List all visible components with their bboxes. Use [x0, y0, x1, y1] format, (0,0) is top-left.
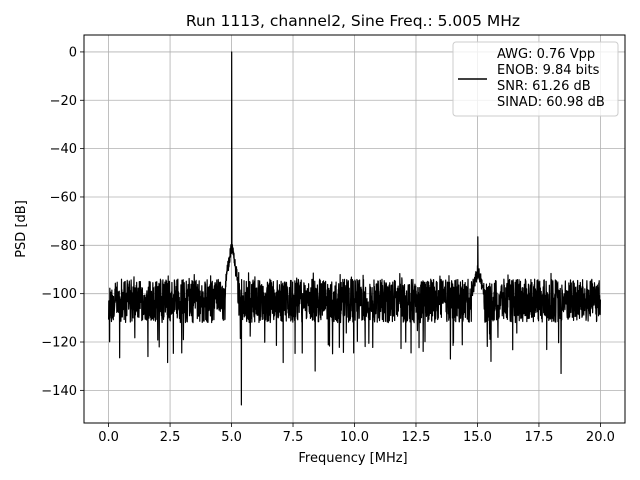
- y-tick-label: −100: [41, 287, 77, 302]
- x-tick-label: 12.5: [402, 430, 431, 445]
- psd-series-line: [107, 51, 602, 406]
- legend-line-awg: AWG: 0.76 Vpp: [497, 47, 595, 62]
- y-tick-label: −120: [41, 336, 77, 351]
- x-tick-label: 5.0: [221, 430, 242, 445]
- y-tick-label: 0: [69, 45, 77, 60]
- legend-line-enob: ENOB: 9.84 bits: [497, 63, 600, 78]
- legend-box: [452, 41, 619, 117]
- y-axis-label: PSD [dB]: [14, 200, 29, 258]
- y-tick-label: −60: [50, 190, 77, 205]
- chart-title: Run 1113, channel2, Sine Freq.: 5.005 MH…: [186, 12, 520, 30]
- grid: [84, 35, 625, 423]
- ticks: 0.0 2.5 5.0 7.5 10.0 12.5 15.0 17.5 20.0 0 −20 −40 −…: [41, 45, 615, 445]
- x-tick-label: 20.0: [586, 430, 615, 445]
- series-layer: [107, 51, 602, 406]
- x-axis-label: Frequency [MHz]: [298, 451, 407, 466]
- y-tick-label: −40: [50, 142, 77, 157]
- x-tick-label: 2.5: [160, 430, 181, 445]
- legend-line-sinad: SINAD: 60.98 dB: [497, 95, 605, 110]
- x-tick-label: 0.0: [98, 430, 119, 445]
- y-tick-label: −20: [50, 94, 77, 109]
- x-tick-label: 10.0: [340, 430, 369, 445]
- legend-line-snr: SNR: 61.26 dB: [497, 79, 591, 94]
- legend: AWG: 0.76 Vpp ENOB: 9.84 bits SNR: 61.26…: [452, 41, 619, 117]
- x-tick-label: 15.0: [463, 430, 492, 445]
- y-tick-label: −80: [50, 239, 77, 254]
- x-tick-label: 17.5: [524, 430, 553, 445]
- y-tick-label: −140: [41, 384, 77, 399]
- x-tick-label: 7.5: [283, 430, 304, 445]
